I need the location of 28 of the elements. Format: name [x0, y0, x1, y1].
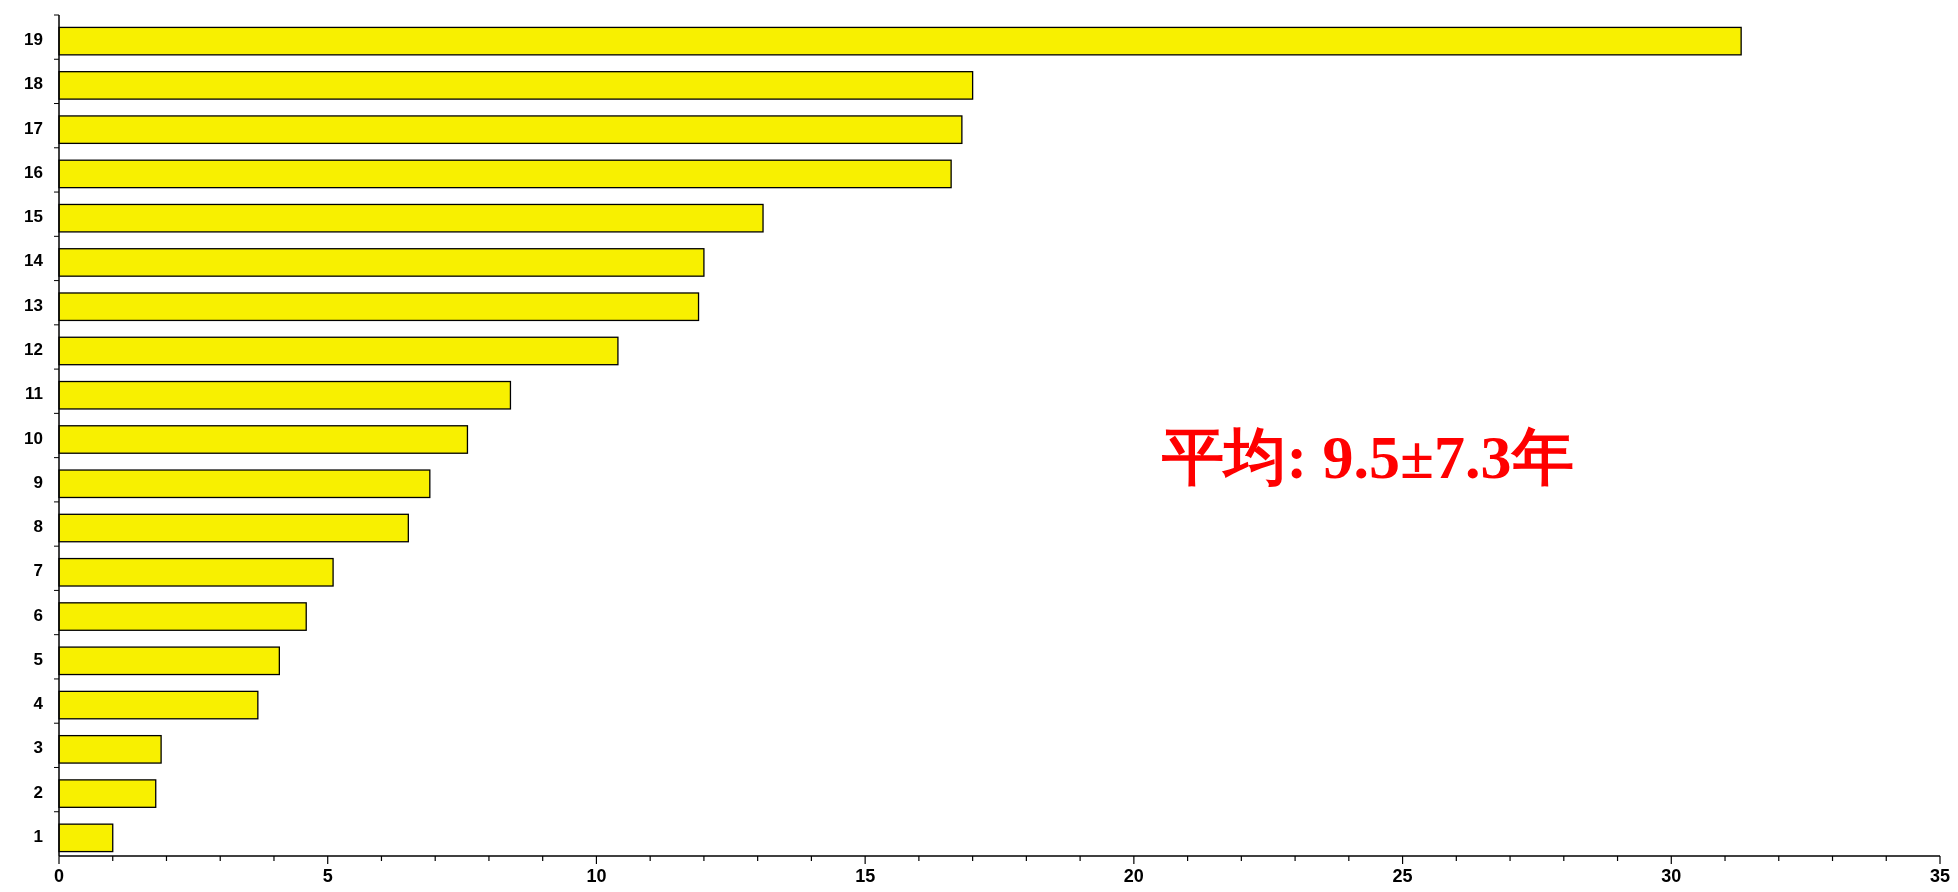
y-tick-label: 4 — [33, 694, 44, 714]
y-tick-label: 2 — [33, 782, 43, 802]
y-tick-label: 19 — [24, 30, 43, 50]
y-tick-label: 5 — [33, 649, 43, 669]
y-tick-label: 10 — [24, 428, 43, 448]
y-tick-label: 11 — [25, 384, 43, 404]
y-tick-label: 18 — [24, 74, 43, 94]
x-tick-label: 0 — [53, 866, 65, 886]
x-tick-label: 25 — [1392, 866, 1413, 886]
y-tick-label: 12 — [24, 339, 43, 359]
annotation: 平均: 9.5±7.3年 — [1161, 423, 1574, 491]
y-tick-label: 1 — [33, 826, 43, 846]
y-tick-label: 3 — [33, 738, 43, 758]
y-tick-label: 16 — [24, 162, 43, 182]
x-tick-label: 20 — [1123, 866, 1144, 886]
y-tick-label: 6 — [33, 605, 43, 625]
y-tick-label: 7 — [33, 561, 43, 581]
y-tick-label: 9 — [33, 472, 43, 492]
y-tick-label: 13 — [24, 295, 43, 315]
y-tick-label: 8 — [33, 517, 43, 537]
x-tick-label: 30 — [1661, 866, 1682, 886]
x-tick-label: 5 — [322, 866, 333, 886]
y-tick-label: 15 — [24, 207, 43, 227]
y-tick-label: 17 — [24, 118, 43, 138]
x-tick-label: 10 — [586, 866, 607, 886]
x-tick-label: 15 — [855, 866, 876, 886]
y-tick-label: 14 — [24, 251, 44, 271]
x-tick-label: 35 — [1929, 866, 1951, 886]
